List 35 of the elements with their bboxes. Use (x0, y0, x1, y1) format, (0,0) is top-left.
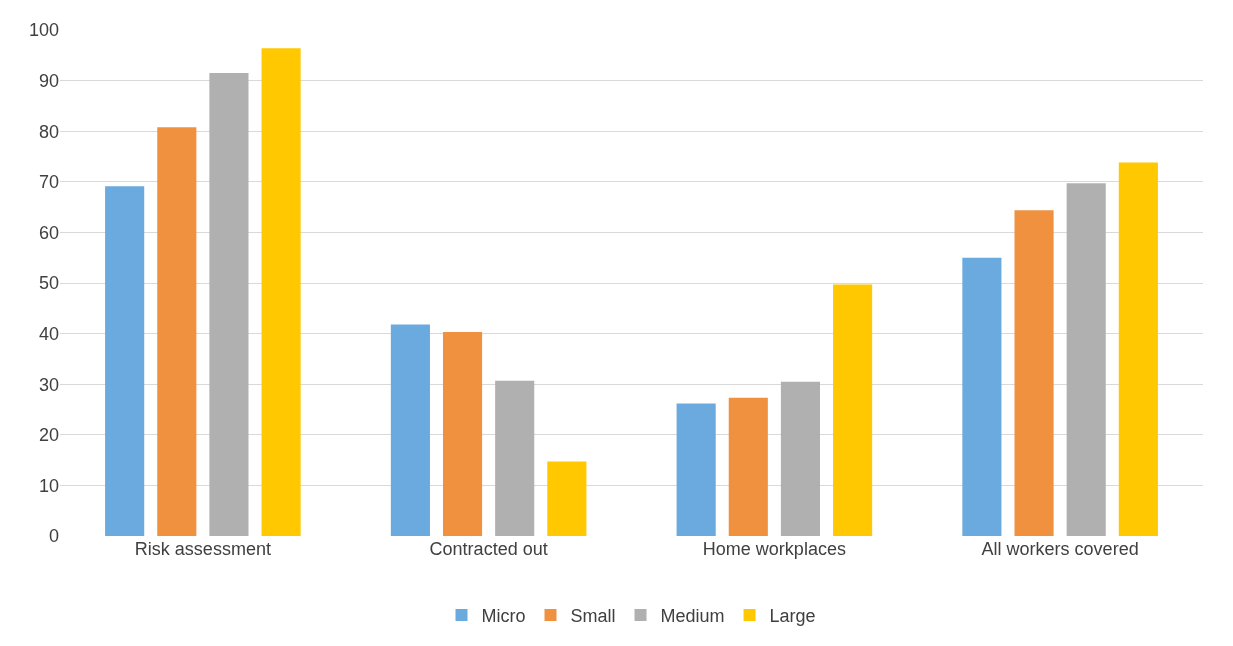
y-tick-label: 10 (38, 475, 59, 496)
x-tick-label: Contracted out (429, 539, 548, 559)
x-tick-label: All workers covered (981, 539, 1139, 559)
y-tick-label: 90 (38, 70, 59, 91)
bar (780, 381, 821, 536)
bar (209, 73, 249, 536)
y-tick-label: 40 (38, 323, 59, 344)
bar (442, 332, 483, 536)
bar (962, 257, 1002, 536)
bar (390, 324, 430, 536)
legend-label: Micro (481, 605, 526, 626)
bar (105, 186, 145, 536)
x-tick-label: Risk assessment (134, 539, 271, 559)
x-tick-label: Home workplaces (702, 539, 846, 559)
y-tick-label: 60 (38, 222, 59, 243)
bar (1014, 210, 1054, 536)
y-tick-label: 30 (38, 374, 59, 395)
y-tick-label: 0 (48, 526, 59, 547)
bar (1066, 183, 1106, 536)
y-tick-label: 80 (38, 121, 59, 142)
bar (1118, 162, 1158, 536)
legend-label: Medium (660, 605, 725, 626)
bar (261, 48, 301, 536)
bar (676, 403, 716, 536)
y-tick-label: 50 (38, 273, 59, 294)
y-tick-label: 20 (38, 425, 59, 446)
legend-label: Large (769, 605, 816, 626)
bar (547, 461, 587, 536)
bar (157, 127, 197, 536)
legend-label: Small (570, 605, 616, 626)
y-tick-label: 70 (38, 172, 59, 193)
bar (833, 284, 873, 536)
bar (728, 397, 768, 536)
y-tick-label: 100 (28, 20, 59, 41)
bar (495, 380, 535, 536)
